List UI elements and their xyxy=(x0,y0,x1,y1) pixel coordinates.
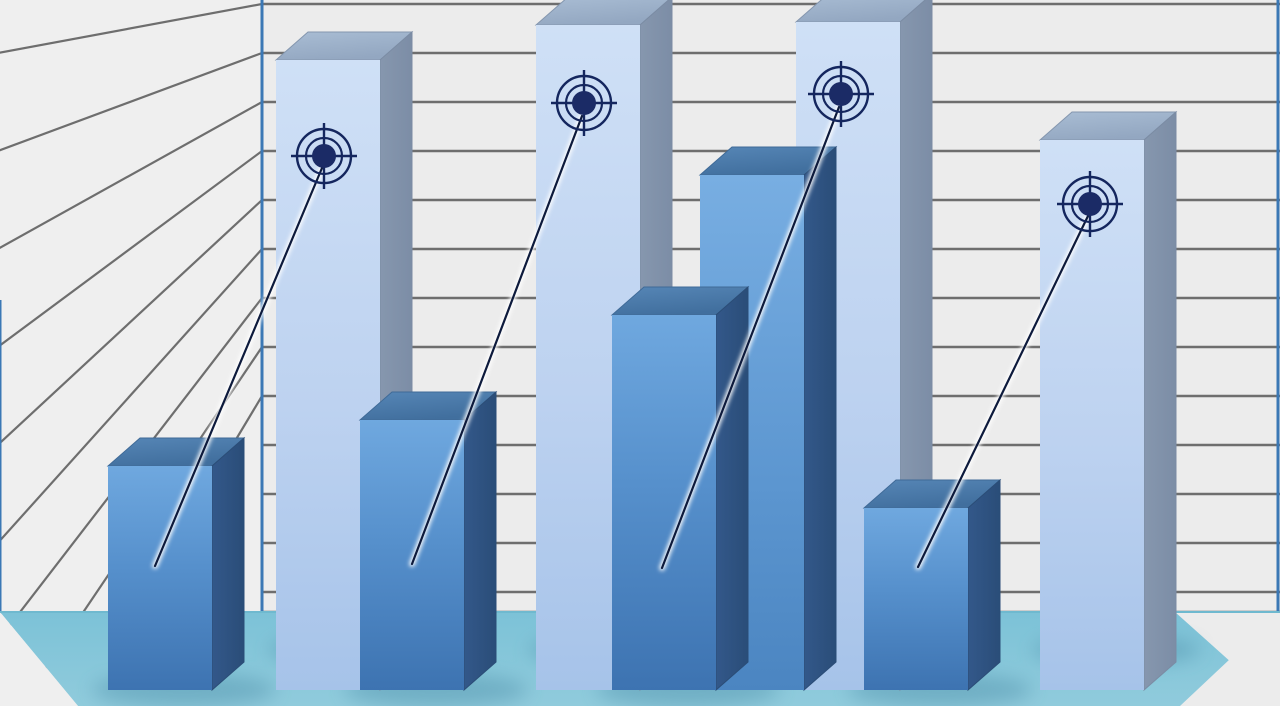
target-icon-1[interactable] xyxy=(291,123,357,189)
front-bar-1-side xyxy=(211,436,245,692)
front-bar-2[interactable] xyxy=(358,390,498,692)
back-bar-4-side xyxy=(1143,110,1177,692)
front-bar-3-face xyxy=(612,315,716,690)
target-icon-3[interactable] xyxy=(808,61,874,127)
front-bar-2-side xyxy=(463,390,497,692)
progress-arrows xyxy=(152,104,1091,571)
arrow-1 xyxy=(153,166,324,568)
target-icon-2[interactable] xyxy=(551,70,617,136)
front-bar-4[interactable] xyxy=(862,478,1002,692)
target-icon-4[interactable] xyxy=(1057,171,1123,237)
back-bar-4[interactable] xyxy=(1038,110,1178,692)
mid-bar-3-side xyxy=(803,145,837,692)
front-bar-3[interactable] xyxy=(610,285,750,692)
arrow-4 xyxy=(916,214,1090,569)
arrow-2 xyxy=(410,114,584,566)
front-bar-1-face xyxy=(108,466,212,690)
front-bar-1[interactable] xyxy=(106,436,246,692)
front-bar-4-face xyxy=(864,508,968,690)
target-markers xyxy=(291,61,1123,237)
front-bar-4-side xyxy=(967,478,1001,692)
arrow-3 xyxy=(660,105,841,570)
front-bar-3-side xyxy=(715,285,749,692)
